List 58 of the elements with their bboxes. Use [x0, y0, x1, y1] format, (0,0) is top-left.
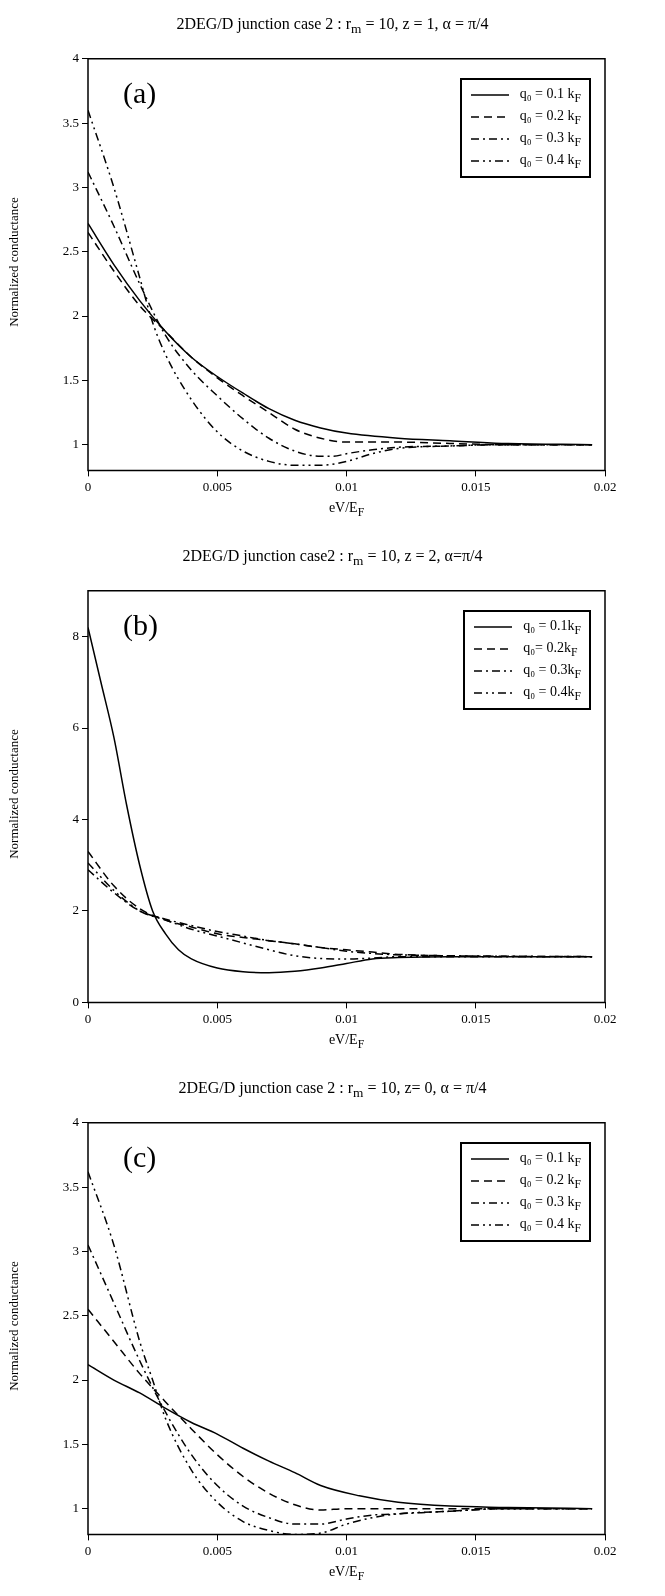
y-tick-label: 1.5: [62, 1435, 79, 1451]
legend-label: q₀= 0.2k$_{F}$: [523, 639, 578, 659]
legend-label: q₀ = 0.2 k$_{F}$: [519, 107, 581, 127]
chart-title: 2DEG/D junction case2 : r$_{m}$ = 10, z = 2, α=π/4: [181, 546, 484, 571]
x-axis-title: eV/E$_{F}$: [327, 500, 366, 519]
x-axis-title: eV/E$_{F}$: [327, 1032, 366, 1051]
x-tick-label: 0.02: [593, 1010, 617, 1026]
y-tick-label: 2: [72, 1371, 79, 1387]
legend-label: q₀ = 0.1 k$_{F}$: [519, 85, 581, 105]
legend-label: q₀ = 0.3 k$_{F}$: [519, 129, 581, 149]
x-tick-label: 0: [84, 1010, 92, 1026]
x-tick-label: 0.01: [335, 478, 358, 494]
y-tick-label: 3: [72, 1242, 79, 1258]
legend-label: q₀ = 0.2 k$_{F}$: [519, 1171, 581, 1191]
x-tick-label: 0.02: [593, 1542, 617, 1558]
x-tick-label: 0.005: [202, 1010, 232, 1026]
y-tick-label: 8: [72, 627, 79, 643]
x-tick-label: 0.01: [335, 1542, 358, 1558]
y-tick-label: 3: [72, 178, 79, 194]
legend-label: q₀ = 0.4 k$_{F}$: [519, 1215, 581, 1235]
x-tick-label: 0.01: [335, 1010, 358, 1026]
chart-title: 2DEG/D junction case 2 : r$_{m}$ = 10, z= 0, α = π/4: [177, 1078, 488, 1103]
y-tick-label: 4: [72, 1114, 80, 1130]
x-tick-label: 0.015: [461, 1010, 491, 1026]
chart-title: 2DEG/D junction case 2 : r$_{m}$ = 10, z = 1, α = π/4: [175, 14, 490, 39]
annotation: (b): [123, 608, 158, 642]
y-tick-label: 0: [72, 993, 79, 1009]
annotation: (a): [123, 76, 157, 110]
annotation: (c): [123, 1140, 157, 1174]
y-tick-label: 4: [72, 810, 80, 826]
y-tick-label: 2: [72, 902, 79, 918]
y-axis-title: Normalized conductance: [6, 729, 22, 859]
y-tick-label: 2.5: [62, 1307, 79, 1323]
x-tick-label: 0.015: [461, 1542, 491, 1558]
x-tick-label: 0: [84, 478, 92, 494]
x-tick-label: 0.005: [202, 478, 232, 494]
legend-label: q₀ = 0.4 k$_{F}$: [519, 151, 581, 171]
x-tick-label: 0: [84, 1542, 92, 1558]
y-tick-label: 4: [72, 50, 80, 66]
legend-label: q₀ = 0.3 k$_{F}$: [519, 1193, 581, 1213]
y-axis-title: Normalized conductance: [6, 197, 22, 327]
y-tick-label: 1: [72, 1500, 79, 1516]
y-tick-label: 3.5: [62, 114, 79, 130]
legend-label: q₀ = 0.1 k$_{F}$: [519, 1149, 581, 1169]
legend-label: q₀ = 0.4k$_{F}$: [523, 683, 581, 703]
y-tick-label: 2.5: [62, 243, 79, 259]
x-tick-label: 0.005: [202, 1542, 232, 1558]
y-tick-label: 6: [72, 719, 80, 735]
y-axis-title: Normalized conductance: [6, 1261, 22, 1391]
legend-label: q₀ = 0.3k$_{F}$: [523, 661, 581, 681]
x-axis-title: eV/E$_{F}$: [327, 1564, 366, 1583]
x-tick-label: 0.02: [593, 478, 617, 494]
legend-label: q₀ = 0.1k$_{F}$: [523, 617, 581, 637]
y-tick-label: 2: [72, 307, 79, 323]
x-tick-label: 0.015: [461, 478, 491, 494]
y-tick-label: 1: [72, 436, 79, 452]
y-tick-label: 1.5: [62, 371, 79, 387]
y-tick-label: 3.5: [62, 1178, 79, 1194]
